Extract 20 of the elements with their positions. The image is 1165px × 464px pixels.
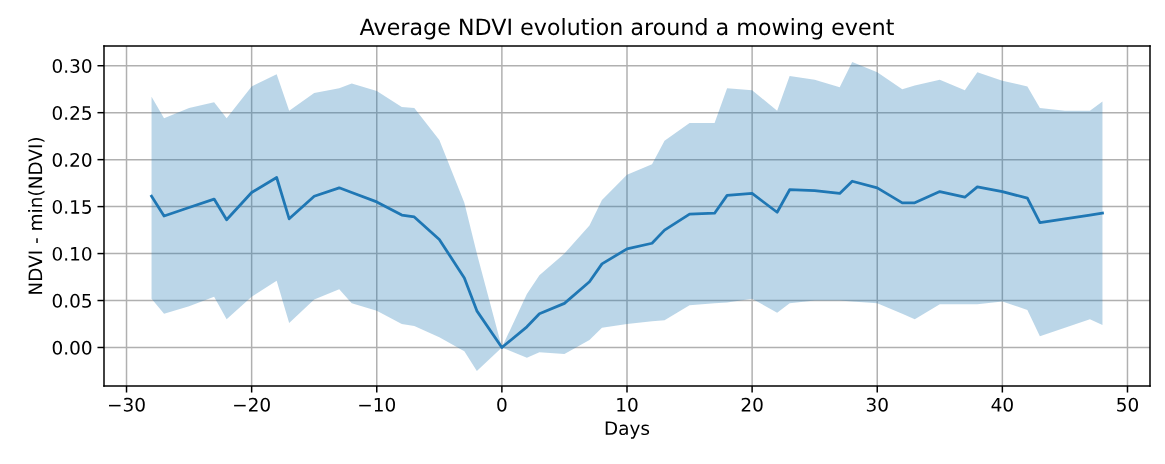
x-tick-label: 20	[741, 397, 763, 412]
y-tick-label: 0.15	[52, 199, 91, 214]
x-tick-label: −20	[234, 397, 270, 412]
chart-title: Average NDVI evolution around a mowing event	[359, 18, 894, 40]
x-tick-label: −30	[108, 397, 145, 412]
y-tick-label: 0.05	[52, 293, 91, 308]
x-tick-label: 40	[991, 397, 1013, 412]
x-tick-label: 30	[866, 397, 888, 412]
x-tick-label: 0	[497, 397, 507, 412]
line-series	[150, 176, 1104, 349]
y-tick-label: 0.00	[52, 340, 92, 355]
x-tick-label: 10	[617, 397, 638, 412]
x-tick-label: −10	[359, 397, 396, 412]
y-tick-label: 0.25	[52, 105, 91, 120]
y-tick-label: 0.20	[52, 152, 92, 167]
y-tick-label: 0.10	[52, 246, 92, 261]
x-tick-label: 50	[1117, 397, 1138, 412]
y-axis-title: NDVI - min(NDVI)	[28, 137, 45, 294]
x-axis-title: Days	[605, 421, 650, 439]
y-tick-label: 0.30	[52, 59, 92, 73]
